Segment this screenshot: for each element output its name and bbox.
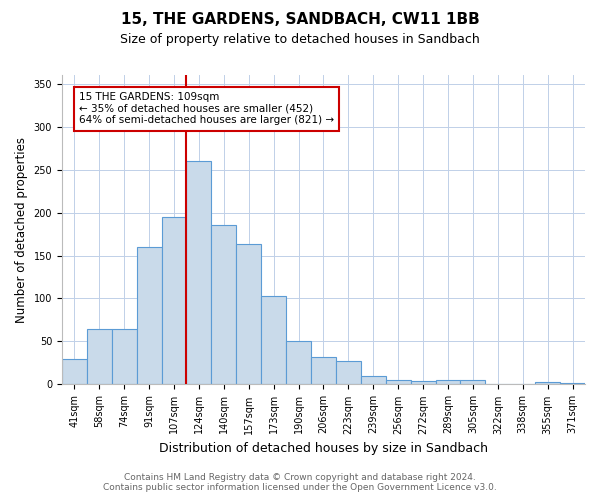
Text: 15 THE GARDENS: 109sqm
← 35% of detached houses are smaller (452)
64% of semi-de: 15 THE GARDENS: 109sqm ← 35% of detached…	[79, 92, 334, 126]
X-axis label: Distribution of detached houses by size in Sandbach: Distribution of detached houses by size …	[159, 442, 488, 455]
Bar	[436, 380, 460, 384]
Bar	[187, 161, 211, 384]
Bar	[560, 382, 585, 384]
Y-axis label: Number of detached properties: Number of detached properties	[15, 136, 28, 322]
Bar	[535, 382, 560, 384]
Bar	[62, 358, 87, 384]
Bar	[211, 226, 236, 384]
Bar	[161, 217, 187, 384]
Bar	[87, 328, 112, 384]
Bar	[361, 376, 386, 384]
Bar	[137, 247, 161, 384]
Bar	[311, 357, 336, 384]
Text: Size of property relative to detached houses in Sandbach: Size of property relative to detached ho…	[120, 32, 480, 46]
Text: Contains HM Land Registry data © Crown copyright and database right 2024.
Contai: Contains HM Land Registry data © Crown c…	[103, 473, 497, 492]
Bar	[460, 380, 485, 384]
Bar	[236, 244, 261, 384]
Bar	[286, 342, 311, 384]
Bar	[261, 296, 286, 384]
Bar	[386, 380, 410, 384]
Bar	[112, 328, 137, 384]
Bar	[410, 381, 436, 384]
Text: 15, THE GARDENS, SANDBACH, CW11 1BB: 15, THE GARDENS, SANDBACH, CW11 1BB	[121, 12, 479, 28]
Bar	[336, 361, 361, 384]
